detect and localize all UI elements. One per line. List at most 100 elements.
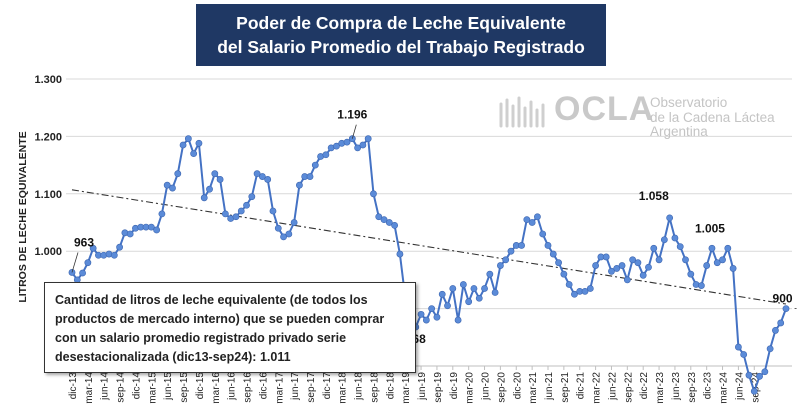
x-tick-label: sep-18 (369, 372, 380, 403)
logo-subtitle: Observatorio de la Cadena Láctea Argenti… (650, 95, 775, 140)
data-point (359, 141, 367, 149)
logo-subtitle-line-1: Observatorio (650, 95, 728, 110)
data-label: 1.058 (639, 189, 669, 203)
x-tick-label: dic-23 (703, 372, 714, 400)
x-tick-label: mar-22 (592, 372, 603, 404)
data-point (581, 287, 589, 295)
chart-title-line-2: del Salario Promedio del Trabajo Registr… (217, 37, 585, 57)
x-tick-label: jun-23 (671, 372, 682, 401)
x-tick-label: mar-14 (84, 372, 95, 404)
data-point (502, 256, 510, 264)
data-point (766, 345, 774, 353)
data-point (126, 230, 134, 238)
data-point (306, 173, 314, 180)
data-point (375, 213, 383, 221)
y-tick-label: 1.200 (34, 131, 62, 143)
data-point (428, 305, 436, 312)
data-point (110, 251, 118, 259)
data-point (645, 263, 652, 271)
data-point (671, 234, 679, 242)
data-point (608, 267, 615, 275)
data-point (179, 141, 187, 149)
data-point (687, 270, 695, 278)
data-point (243, 201, 250, 209)
data-point (703, 262, 711, 269)
data-point (370, 190, 377, 198)
data-point (682, 256, 689, 264)
x-tick-label: mar-19 (401, 372, 412, 404)
data-point (311, 161, 319, 169)
trendline (71, 189, 787, 305)
data-point (634, 259, 642, 267)
data-label-leader (71, 252, 79, 273)
data-point (454, 316, 462, 324)
data-point (650, 244, 658, 252)
series-line (71, 136, 787, 395)
x-tick-label: jun-19 (417, 372, 428, 401)
x-tick-label: dic-16 (258, 372, 269, 400)
data-point (750, 387, 758, 395)
ocla-logo: OCLA Observatorio de la Cadena Láctea Ar… (498, 90, 775, 142)
data-point (274, 224, 282, 232)
data-point (465, 298, 473, 306)
data-point (560, 270, 568, 278)
x-tick-label: mar-18 (338, 372, 349, 404)
data-point (364, 135, 372, 143)
data-point (782, 305, 790, 312)
trend-line (71, 189, 787, 305)
data-point (486, 270, 494, 278)
x-tick-label: dic-13 (68, 372, 79, 400)
data-point (565, 281, 573, 288)
data-point (756, 372, 763, 380)
data-point (528, 219, 536, 226)
data-point (449, 285, 457, 292)
data-label-leader (351, 124, 357, 139)
data-point (735, 343, 742, 351)
data-point (740, 351, 748, 358)
x-tick-label: mar-24 (719, 372, 730, 404)
data-point (586, 285, 594, 292)
x-tick-label: mar-15 (147, 372, 158, 404)
x-tick-label: sep-23 (687, 372, 698, 403)
x-tick-label: mar-16 (211, 372, 222, 404)
y-tick-label: 1.300 (34, 74, 62, 86)
data-point (211, 170, 219, 178)
data-point (290, 219, 298, 226)
data-point (666, 214, 674, 222)
data-point (253, 170, 261, 178)
data-point (676, 243, 684, 251)
data-point (518, 242, 525, 249)
data-label: 1.005 (695, 221, 725, 235)
data-point (385, 219, 393, 226)
data-point (147, 223, 155, 231)
data-point (322, 151, 330, 159)
data-point (507, 247, 515, 255)
data-point (549, 250, 557, 258)
data-point (602, 253, 610, 261)
chart-title: Poder de Compra de Leche Equivalente del… (196, 4, 606, 66)
x-tick-label: dic-18 (385, 372, 396, 400)
data-point (660, 236, 668, 244)
data-label: 1.196 (337, 108, 367, 122)
x-tick-label: dic-17 (322, 372, 333, 400)
data-point (777, 319, 785, 327)
data-point (496, 262, 504, 269)
y-tick-label: 1.000 (34, 246, 62, 258)
data-point (544, 242, 552, 249)
x-tick-label: jun-17 (290, 372, 301, 401)
y-axis-label: LITROS DE LECHE EQUIVALENTE (17, 131, 29, 302)
data-point (713, 259, 721, 267)
x-tick-label: dic-15 (195, 372, 206, 400)
x-tick-label: dic-19 (449, 372, 460, 400)
data-point (444, 302, 451, 310)
x-tick-label: dic-20 (512, 372, 523, 400)
x-tick-label: jun-16 (227, 372, 238, 401)
data-point (190, 150, 198, 158)
data-point (534, 213, 541, 221)
data-point (745, 371, 753, 379)
x-tick-label: jun-20 (481, 372, 492, 401)
data-point (248, 193, 256, 201)
